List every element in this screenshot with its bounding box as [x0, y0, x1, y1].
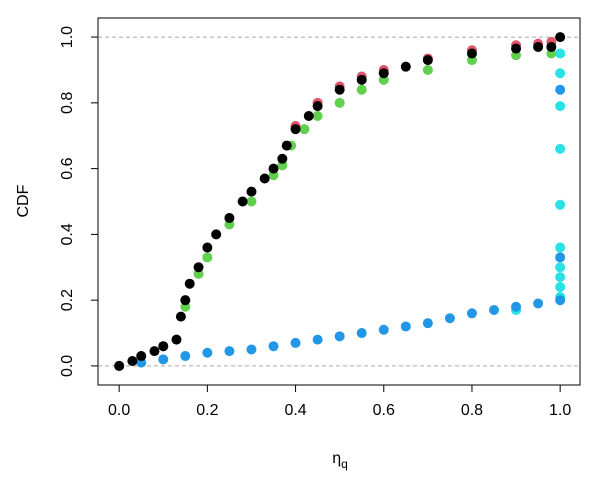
- point: [277, 153, 288, 164]
- point: [114, 360, 125, 371]
- x-tick-label: 0.6: [373, 402, 395, 419]
- point: [334, 97, 345, 108]
- point: [299, 124, 310, 135]
- point: [171, 334, 182, 345]
- point: [400, 61, 411, 72]
- point: [511, 43, 522, 54]
- point: [237, 196, 248, 207]
- point: [303, 110, 314, 121]
- point: [334, 84, 345, 95]
- y-tick-label: 0.8: [59, 92, 76, 114]
- point: [268, 163, 279, 174]
- point: [533, 41, 544, 52]
- point: [546, 41, 557, 52]
- point: [422, 55, 433, 66]
- point: [444, 313, 455, 324]
- point: [290, 337, 301, 348]
- plot-frame: [97, 17, 581, 386]
- point: [180, 295, 191, 306]
- y-axis-label: CDF: [15, 184, 32, 217]
- point: [158, 341, 169, 352]
- point: [466, 308, 477, 319]
- point: [378, 68, 389, 79]
- point: [180, 351, 191, 362]
- x-tick-label: 0.2: [196, 402, 218, 419]
- point: [555, 272, 566, 283]
- point: [202, 242, 213, 253]
- point: [312, 101, 323, 112]
- x-label-sub: q: [341, 457, 348, 471]
- point: [184, 278, 195, 289]
- point: [356, 74, 367, 85]
- point: [466, 48, 477, 59]
- point: [555, 295, 566, 306]
- point: [555, 199, 566, 210]
- point: [224, 212, 235, 223]
- point: [149, 346, 160, 357]
- point: [246, 196, 257, 207]
- point: [127, 355, 138, 366]
- point: [202, 252, 213, 263]
- point: [312, 334, 323, 345]
- x-tick-label: 0.8: [461, 402, 483, 419]
- x-tick-label: 0.0: [108, 402, 130, 419]
- point: [555, 84, 566, 95]
- point: [136, 351, 147, 362]
- point: [511, 301, 522, 312]
- point: [555, 262, 566, 273]
- point: [175, 311, 186, 322]
- y-tick-label: 0.0: [59, 355, 76, 377]
- point: [533, 298, 544, 309]
- point: [356, 84, 367, 95]
- point: [158, 354, 169, 365]
- point: [356, 328, 367, 339]
- x-label-main: η: [332, 450, 341, 467]
- point: [555, 143, 566, 154]
- point: [555, 48, 566, 59]
- point: [555, 101, 566, 112]
- point: [334, 331, 345, 342]
- point: [555, 68, 566, 79]
- y-tick-label: 0.2: [59, 289, 76, 311]
- point: [555, 32, 566, 43]
- point: [281, 140, 292, 151]
- x-axis-label: ηq: [332, 450, 348, 471]
- point: [259, 173, 270, 184]
- y-tick-label: 1.0: [59, 26, 76, 48]
- point: [555, 242, 566, 253]
- y-tick-label: 0.4: [59, 223, 76, 245]
- point: [211, 229, 222, 240]
- point: [489, 305, 500, 316]
- x-tick-label: 1.0: [549, 402, 571, 419]
- point: [290, 124, 301, 135]
- point: [246, 186, 257, 197]
- point: [422, 64, 433, 75]
- point: [224, 346, 235, 357]
- point: [246, 344, 257, 355]
- point: [400, 321, 411, 332]
- x-tick-label: 0.4: [284, 402, 306, 419]
- point: [555, 252, 566, 263]
- point: [555, 282, 566, 293]
- y-tick-label: 0.6: [59, 157, 76, 179]
- point: [422, 318, 433, 329]
- point: [378, 324, 389, 335]
- point: [268, 341, 279, 352]
- point: [202, 347, 213, 358]
- point: [312, 110, 323, 121]
- point: [193, 262, 204, 273]
